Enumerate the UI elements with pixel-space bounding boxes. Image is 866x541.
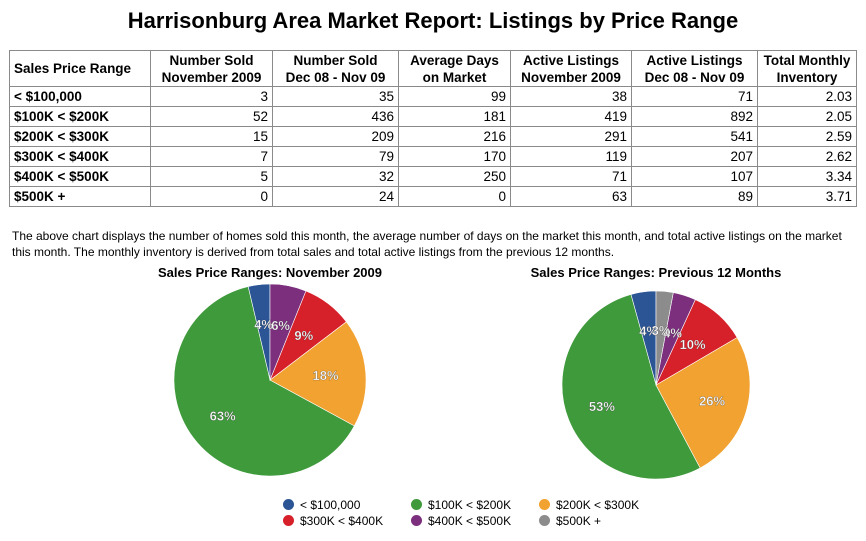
table-cell: 0 (398, 186, 511, 207)
legend-item: $400K < $500K (411, 514, 511, 528)
column-header-line: Sales Price Range (14, 61, 132, 76)
legend-swatch (283, 499, 294, 510)
column-header-line: on Market (422, 69, 487, 85)
legend-label: $500K + (556, 514, 602, 528)
legend-label: $100K < $200K (428, 498, 512, 512)
pie-slice (269, 321, 367, 427)
table-row: $100K < $200K 52 436 181 419 892 2.05 (9, 106, 857, 127)
column-header-line: Number Sold (293, 52, 378, 68)
column-header-line: November 2009 (521, 69, 621, 85)
chart-title: Sales Price Ranges: Previous 12 Months (531, 265, 782, 280)
table-cell: 89 (631, 186, 758, 207)
column-header-line: Average Days (410, 52, 499, 68)
legend-label: $400K < $500K (428, 514, 512, 528)
price-range-cell: < $100,000 (9, 86, 151, 107)
table-header-row: Sales Price Range Number Sold November 200… (9, 50, 857, 87)
legend-label: < $100,000 (300, 498, 361, 512)
column-header-line: Total Monthly (763, 52, 851, 68)
listings-table: Sales Price Range Number Sold November 200… (9, 50, 857, 207)
legend-item: $200K < $300K (539, 498, 639, 512)
chart-title: Sales Price Ranges: November 2009 (158, 265, 382, 280)
slice-label: 4% (639, 324, 658, 339)
table-cell: 63 (510, 186, 632, 207)
slice-label: 18% (312, 368, 338, 383)
column-header: Sales Price Range (9, 50, 151, 87)
pie-slice (655, 290, 674, 386)
table-cell: 0 (150, 186, 273, 207)
legend-swatch (539, 499, 550, 510)
slice-label: 63% (210, 409, 236, 424)
table-row: $300K < $400K 7 79 170 119 207 2.62 (9, 146, 857, 167)
slice-label: 10% (680, 337, 706, 352)
pie-slice (561, 294, 701, 480)
page-title: Harrisonburg Area Market Report: Listing… (127, 8, 739, 33)
column-header-line: Dec 08 - Nov 09 (644, 69, 745, 85)
table-cell: 3.34 (757, 166, 857, 187)
pie-chart-1: Sales Price Ranges: November 2009 4% 63% 18… (158, 265, 382, 477)
price-range-cell: $100K < $200K (9, 106, 151, 127)
legend-swatch (411, 515, 422, 526)
table-cell: 24 (272, 186, 399, 207)
table-cell: 892 (631, 106, 758, 127)
legend-item: $300K < $400K (283, 514, 383, 528)
column-header: Number Sold November 2009 (150, 50, 273, 87)
slice-label: 3% (652, 323, 671, 338)
legend-swatch (411, 499, 422, 510)
pie-slice (269, 283, 307, 381)
column-header-line: Active Listings (522, 52, 620, 68)
pie-charts: Sales Price Ranges: November 2009 4% 63% 18… (158, 265, 782, 480)
slice-label: 9% (294, 328, 313, 343)
legend-label: $200K < $300K (556, 498, 640, 512)
column-header-line: Active Listings (646, 52, 743, 68)
table-row: < $100,000 3 35 99 38 71 2.03 (9, 86, 857, 107)
pie-slice (173, 286, 355, 477)
slice-label: 53% (589, 399, 615, 414)
table-row: $500K +0 24 0 63 89 3.71 (9, 186, 857, 207)
table-row: $400K < $500K 5 32 250 71 107 3.34 (9, 166, 857, 187)
legend-swatch (539, 515, 550, 526)
column-header: Active Listings November 2009 (510, 50, 632, 87)
slice-label: 4% (254, 317, 273, 332)
slice-label: 4% (663, 326, 682, 341)
legend-swatch (283, 515, 294, 526)
column-header-line: Inventory (776, 69, 838, 85)
table-cell: 3.71 (757, 186, 857, 207)
column-header-line: Number Sold (169, 52, 254, 68)
pie-chart-2: Sales Price Ranges: Previous 12 Months 4%… (531, 265, 782, 480)
legend-item: $500K + (539, 514, 601, 528)
column-header-line: Dec 08 - Nov 09 (285, 69, 386, 85)
table-note: The above chart displays the number of h… (12, 229, 842, 259)
pie-slice (655, 337, 751, 469)
slice-label: 26% (699, 393, 725, 408)
column-header: Active Listings Dec 08 - Nov 09 (631, 50, 758, 87)
legend-item: < $100,000 (283, 498, 360, 512)
column-header: Average Days on Market (398, 50, 511, 87)
legend-item: $100K < $200K (411, 498, 511, 512)
slice-label: 6% (271, 318, 290, 333)
column-header-line: November 2009 (161, 69, 262, 85)
legend-label: $300K < $400K (300, 514, 384, 528)
column-header: Total Monthly Inventory (757, 50, 857, 87)
